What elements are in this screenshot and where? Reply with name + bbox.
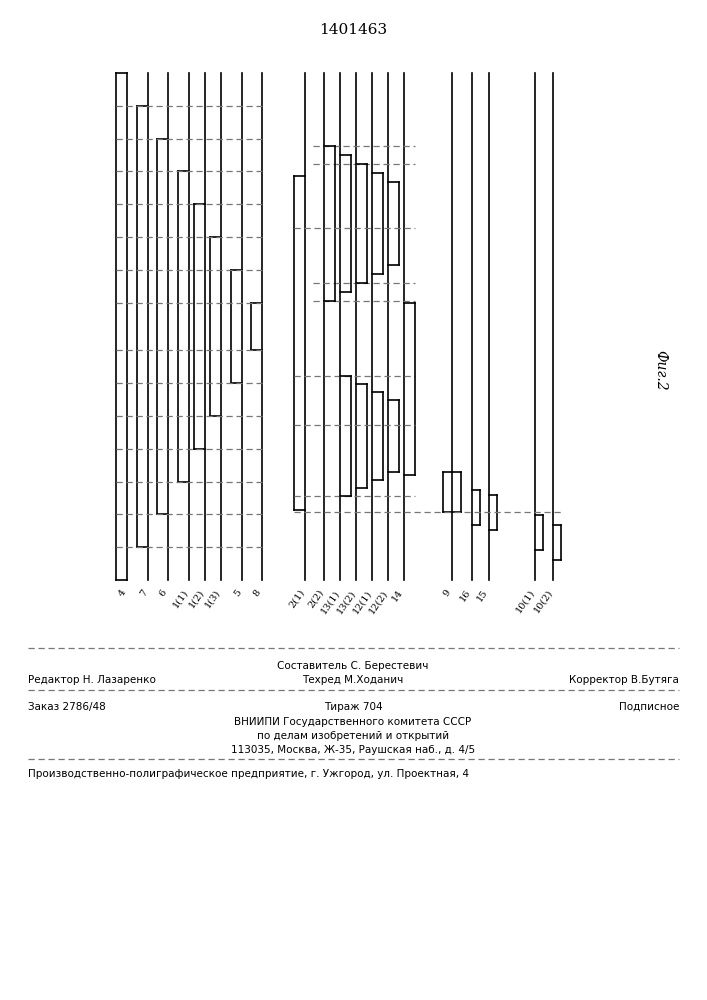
Text: 12(2): 12(2) [366, 588, 389, 615]
Text: Тираж 704: Тираж 704 [324, 702, 382, 712]
Text: ВНИИПИ Государственного комитета СССР: ВНИИПИ Государственного комитета СССР [235, 717, 472, 727]
Text: 2(1): 2(1) [287, 588, 306, 610]
Text: 13(1): 13(1) [318, 588, 341, 615]
Text: по делам изобретений и открытий: по делам изобретений и открытий [257, 731, 449, 741]
Text: Фиг.2: Фиг.2 [653, 350, 667, 390]
Text: Заказ 2786/48: Заказ 2786/48 [28, 702, 106, 712]
Text: 2(2): 2(2) [306, 588, 325, 610]
Text: 15: 15 [476, 588, 490, 603]
Text: Редактор Н. Лазаренко: Редактор Н. Лазаренко [28, 675, 156, 685]
Text: 6: 6 [158, 588, 169, 598]
Text: Корректор В.Бутяга: Корректор В.Бутяга [569, 675, 679, 685]
Text: Подписное: Подписное [619, 702, 679, 712]
Text: 1(3): 1(3) [203, 588, 222, 610]
Text: 10(1): 10(1) [513, 588, 536, 615]
Text: 7: 7 [138, 588, 149, 598]
Text: Техред М.Ходанич: Техред М.Ходанич [303, 675, 404, 685]
Text: 12(1): 12(1) [351, 588, 373, 615]
Text: Составитель С. Берестевич: Составитель С. Берестевич [277, 661, 428, 671]
Text: 14: 14 [390, 588, 405, 603]
Text: 8: 8 [252, 588, 263, 598]
Text: 1(2): 1(2) [187, 588, 206, 610]
Text: 113035, Москва, Ж-35, Раушская наб., д. 4/5: 113035, Москва, Ж-35, Раушская наб., д. … [231, 745, 475, 755]
Text: 1(1): 1(1) [171, 588, 190, 610]
Text: 13(2): 13(2) [334, 588, 357, 615]
Text: 16: 16 [459, 588, 473, 603]
Text: 4: 4 [117, 588, 128, 598]
Text: 10(2): 10(2) [532, 588, 554, 615]
Text: 9: 9 [442, 588, 453, 598]
Text: 5: 5 [232, 588, 243, 598]
Text: Производственно-полиграфическое предприятие, г. Ужгород, ул. Проектная, 4: Производственно-полиграфическое предприя… [28, 769, 469, 779]
Text: 1401463: 1401463 [319, 23, 387, 37]
